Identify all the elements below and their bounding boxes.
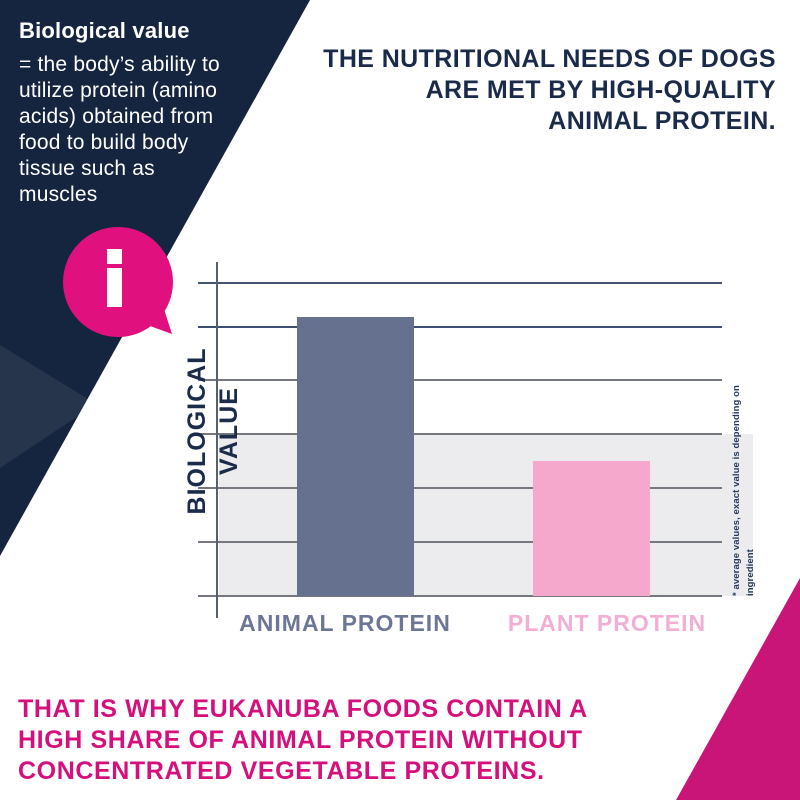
gridline [198,379,722,381]
definition-title: Biological value [19,18,190,43]
info-icon-dot [107,249,122,264]
gridline-baseline [198,595,722,597]
gridline [198,541,722,543]
bar-plant-protein [533,461,650,596]
category-label-animal-protein: ANIMAL PROTEIN [239,610,451,636]
info-bubble [63,227,173,337]
navy-facet-highlight [0,345,96,468]
info-bubble-tail [128,272,172,334]
bar-animal-protein [297,317,414,596]
gridline [198,487,722,489]
category-label-plant-protein: PLANT PROTEIN [507,610,707,636]
gridline [198,433,722,435]
gridline [198,326,722,328]
y-axis-line [216,262,218,618]
info-icon-stem [107,268,122,307]
gridline [198,282,722,284]
chart-footnote: * average values, exact value is dependi… [731,385,756,596]
conclusion-statement: THAT IS WHY EUKANUBA FOODS CONTAIN A HIG… [18,695,588,785]
magenta-corner-triangle [676,578,800,800]
definition-body: = the body’s ability to utilize protein … [19,53,220,206]
y-axis-label: BIOLOGICAL VALUE [183,347,243,515]
headline: THE NUTRITIONAL NEEDS OF DOGS ARE MET BY… [323,45,776,135]
